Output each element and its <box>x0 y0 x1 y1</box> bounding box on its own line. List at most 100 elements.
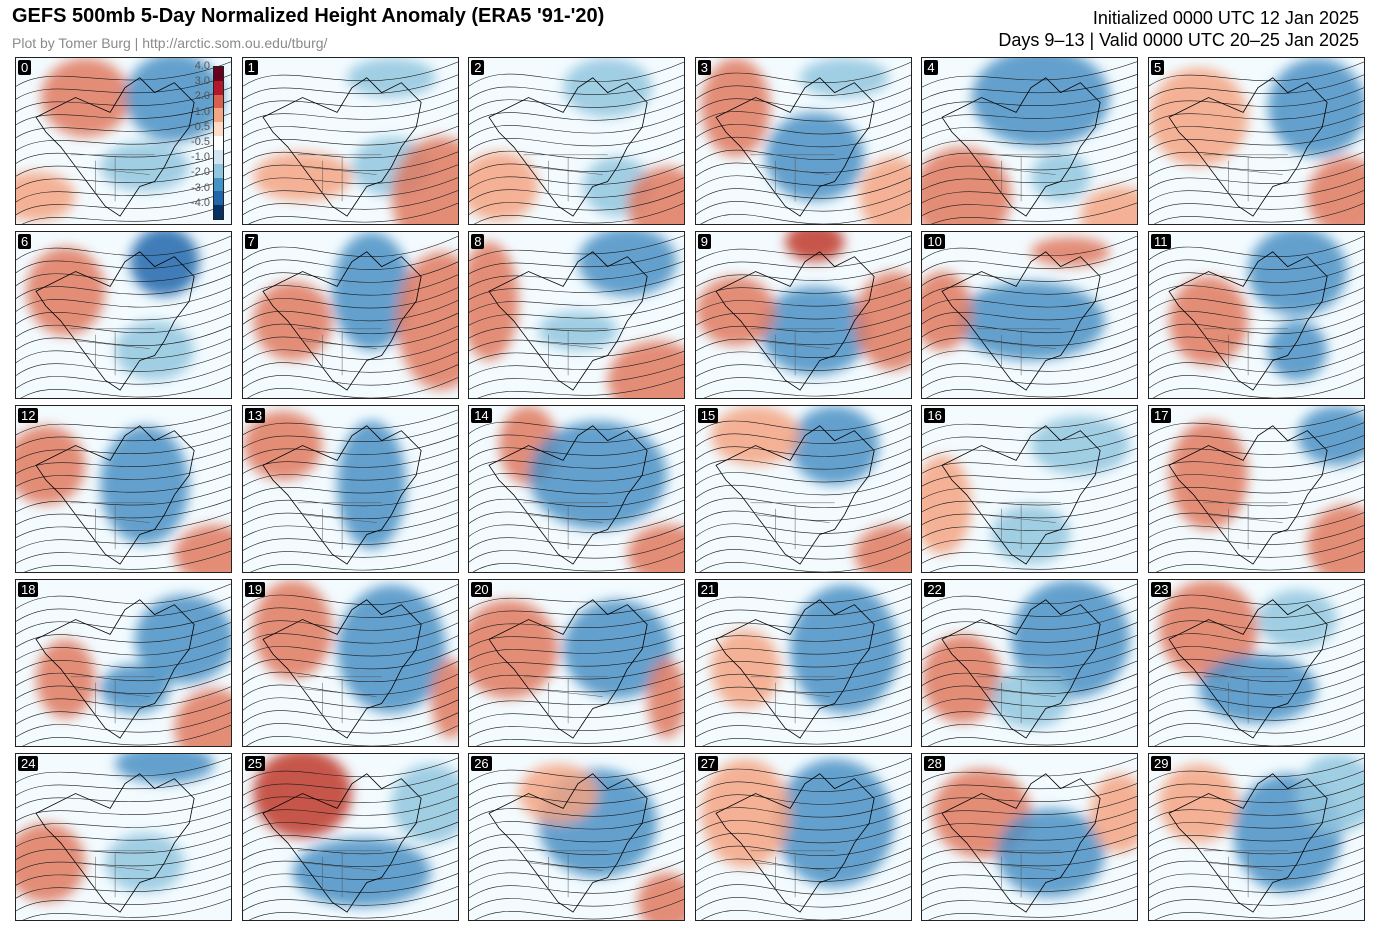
height-contour <box>695 138 911 164</box>
coastline <box>1168 77 1328 217</box>
height-anomaly-map <box>695 754 911 920</box>
coastline <box>262 77 422 217</box>
map-panel-5: 5 <box>1148 57 1365 225</box>
member-number: 29 <box>1151 756 1172 771</box>
height-contour <box>922 699 1138 725</box>
height-contour <box>1149 699 1364 725</box>
height-contour <box>16 499 231 526</box>
height-contour <box>1149 338 1364 364</box>
height-contour <box>695 151 911 177</box>
height-contour <box>16 711 231 738</box>
height-contour <box>1149 873 1364 899</box>
height-contour <box>695 596 911 622</box>
member-number: 14 <box>471 408 492 423</box>
state-borders <box>1203 676 1288 724</box>
member-number: 5 <box>1151 60 1165 75</box>
height-contour <box>922 235 1138 261</box>
height-contour <box>922 312 1138 338</box>
height-contour <box>16 834 231 861</box>
height-contour <box>1149 409 1364 436</box>
map-panel-26: 26 <box>468 753 686 921</box>
height-contour <box>695 660 911 687</box>
height-contour <box>242 660 458 686</box>
coastline <box>262 251 422 391</box>
height-contour <box>695 634 911 661</box>
member-number: 23 <box>1151 582 1172 597</box>
member-number: 19 <box>244 582 266 597</box>
colorbar-swatch <box>214 205 223 219</box>
height-contour <box>469 499 685 525</box>
height-contour <box>16 434 231 462</box>
height-contour <box>16 757 231 784</box>
height-contour <box>1149 87 1364 113</box>
height-contour <box>695 312 911 339</box>
map-panel-22: 22 <box>921 579 1139 747</box>
anomaly-shading <box>607 340 685 398</box>
height-contour <box>1149 447 1364 474</box>
height-contour <box>695 686 911 712</box>
state-borders <box>977 850 1062 898</box>
height-contour <box>1149 138 1364 164</box>
state-borders <box>750 154 835 202</box>
height-contour <box>469 873 685 899</box>
colorbar-swatch <box>214 149 223 164</box>
anomaly-shading <box>627 524 685 572</box>
height-contour <box>1149 796 1364 822</box>
height-contour <box>242 74 458 100</box>
coastline <box>35 425 195 565</box>
height-contour <box>695 621 911 648</box>
height-contour <box>16 61 231 87</box>
height-contour <box>1149 634 1364 661</box>
height-contour <box>20 376 231 398</box>
coastline <box>488 773 648 913</box>
height-contour <box>695 61 911 87</box>
height-anomaly-map <box>469 754 685 920</box>
height-contour <box>469 422 685 448</box>
height-contour <box>922 338 1138 364</box>
height-contour <box>922 512 1138 539</box>
height-contour <box>242 648 458 673</box>
anomaly-shading <box>1169 276 1249 366</box>
height-contour <box>242 364 458 389</box>
anomaly-shading <box>1031 415 1131 476</box>
height-anomaly-map <box>1149 580 1364 746</box>
coastline <box>488 599 648 739</box>
height-contour <box>469 821 685 848</box>
coastline <box>715 773 875 913</box>
height-contour <box>922 325 1138 351</box>
member-number: 15 <box>697 408 719 423</box>
map-panel-2: 2 <box>468 57 686 225</box>
height-contour <box>922 473 1138 500</box>
height-contour <box>242 189 458 216</box>
height-contour <box>16 821 231 848</box>
height-anomaly-map <box>242 406 458 572</box>
state-borders <box>523 328 608 376</box>
height-contour <box>16 235 231 261</box>
height-contour <box>469 770 685 796</box>
anomaly-shading <box>1267 58 1364 157</box>
height-contour <box>695 538 911 563</box>
height-contour <box>1155 550 1364 572</box>
height-contour <box>695 299 911 326</box>
member-number: 27 <box>697 756 719 771</box>
height-contour <box>695 860 911 886</box>
anomaly-shading <box>1080 186 1138 224</box>
map-panel-16: 16 <box>921 405 1139 573</box>
state-borders <box>70 328 155 376</box>
anomaly-shading <box>991 504 1071 565</box>
colorbar-label: -2.0 <box>191 166 210 179</box>
height-contour <box>469 796 685 822</box>
map-panel-14: 14 <box>468 405 686 573</box>
colorbar-label: -3.0 <box>191 181 210 194</box>
height-contour <box>695 583 911 610</box>
height-contour <box>695 177 911 203</box>
height-contour <box>16 860 231 886</box>
height-contour <box>469 647 685 674</box>
height-contour <box>242 422 458 449</box>
anomaly-shading <box>396 251 458 391</box>
state-borders <box>297 850 382 898</box>
height-contour <box>1149 486 1364 513</box>
height-contour <box>1149 61 1364 87</box>
anomaly-shading <box>1307 504 1364 572</box>
height-contour <box>16 338 231 364</box>
